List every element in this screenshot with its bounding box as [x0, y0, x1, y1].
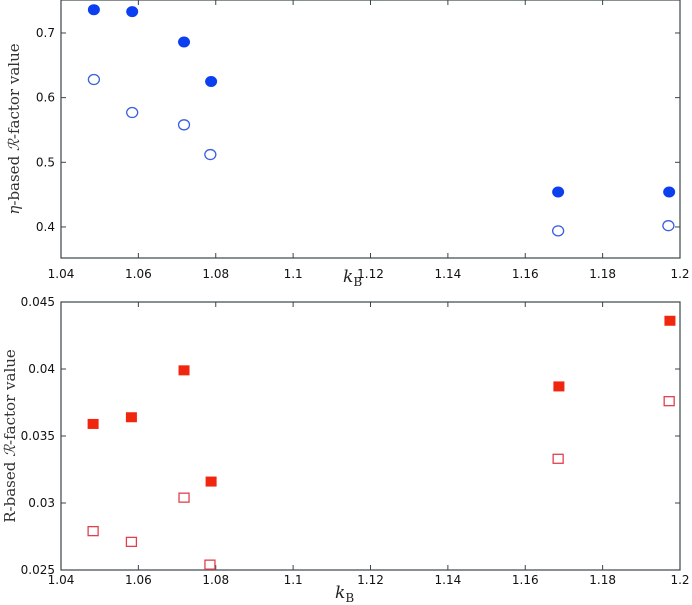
- x-tick-label: 1.06: [125, 267, 152, 281]
- y-tick-label: 0.7: [36, 26, 55, 40]
- data-point-filled-circle: [126, 6, 139, 18]
- data-point-filled-circle: [87, 4, 100, 16]
- data-point-open-square: [663, 396, 675, 407]
- y-tick-label: 0.5: [36, 155, 55, 169]
- data-point-open-circle: [551, 225, 565, 237]
- data-point-filled-square: [664, 315, 676, 326]
- data-point-open-square: [204, 559, 216, 570]
- x-tick-label: 1.14: [435, 573, 462, 587]
- data-point-filled-square: [125, 412, 137, 423]
- x-tick-label: 1.14: [435, 267, 462, 281]
- x-tick-label: 1.12: [357, 267, 384, 281]
- x-tick-label: 1.18: [589, 573, 616, 587]
- x-axis-label-bottom: kB: [335, 583, 354, 605]
- x-tick-label: 1.04: [48, 267, 75, 281]
- y-tick-label: 0.045: [21, 295, 55, 309]
- data-point-open-square: [552, 453, 564, 464]
- x-tick-label: 1.1: [284, 267, 303, 281]
- y-tick-label: 0.04: [28, 362, 55, 376]
- y-axis-ticks-top: 0.4 0.5 0.6 0.7: [36, 26, 680, 234]
- data-point-open-circle: [126, 106, 139, 119]
- y-tick-label: 0.6: [36, 91, 55, 105]
- x-axis-label-top: kB: [343, 267, 362, 289]
- data-point-filled-circle: [663, 186, 676, 198]
- x-tick-label: 1.12: [357, 573, 384, 587]
- y-tick-label: 0.03: [28, 496, 55, 510]
- data-point-open-square: [87, 525, 99, 537]
- data-point-filled-square: [553, 381, 565, 392]
- plot-frame-bottom: [60, 301, 681, 571]
- data-point-filled-circle: [552, 186, 565, 198]
- data-point-open-square: [178, 492, 190, 503]
- plot-frame-top: [60, 0, 681, 259]
- y-axis-label-bottom: R-based ℛ-factor value: [1, 349, 19, 523]
- x-tick-label: 1.08: [202, 267, 229, 281]
- data-point-filled-circle: [178, 36, 191, 48]
- data-point-filled-square: [205, 476, 217, 487]
- data-point-open-circle: [87, 73, 101, 86]
- x-tick-label: 1.18: [589, 267, 616, 281]
- x-tick-label: 1.08: [202, 573, 229, 587]
- x-axis-ticks-top: 1.04 1.06 1.08 1.1 1.12 1.14 1.16 1.18 1.2: [48, 0, 690, 281]
- y-tick-label: 0.4: [36, 220, 55, 234]
- y-axis-ticks-bottom: 0.025 0.03 0.035 0.04 0.045: [21, 295, 680, 577]
- data-point-open-square: [125, 536, 138, 548]
- y-tick-label: 0.025: [21, 563, 55, 577]
- x-tick-label: 1.2: [670, 267, 689, 281]
- data-points-top: [87, 4, 676, 237]
- x-tick-label: 1.06: [125, 573, 152, 587]
- data-point-filled-circle: [205, 75, 218, 87]
- data-point-open-circle: [662, 220, 675, 232]
- y-axis-label-top: η-based ℛ-factor value: [5, 43, 23, 214]
- y-tick-label: 0.035: [21, 429, 55, 443]
- x-tick-label: 1.2: [670, 573, 689, 587]
- x-tick-label: 1.04: [48, 573, 75, 587]
- data-point-open-circle: [204, 148, 217, 161]
- eta-rfactor-panel: 1.04 1.06 1.08 1.1 1.12 1.14 1.16 1.18 1.2 0.40.…: [5, 0, 690, 289]
- r-rfactor-panel: 1.04 1.06 1.08 1.1 1.12 1.14 1.16 1.18 1.2 0.025…: [1, 295, 690, 605]
- data-points-bottom: [87, 315, 676, 570]
- data-point-filled-square: [87, 418, 99, 429]
- data-point-filled-square: [178, 365, 190, 376]
- data-point-open-circle: [177, 119, 191, 131]
- x-tick-label: 1.16: [512, 267, 539, 281]
- x-tick-label: 1.1: [284, 573, 303, 587]
- x-tick-label: 1.16: [512, 573, 539, 587]
- x-axis-ticks-bottom: 1.04 1.06 1.08 1.1 1.12 1.14 1.16 1.18 1.2: [48, 302, 690, 587]
